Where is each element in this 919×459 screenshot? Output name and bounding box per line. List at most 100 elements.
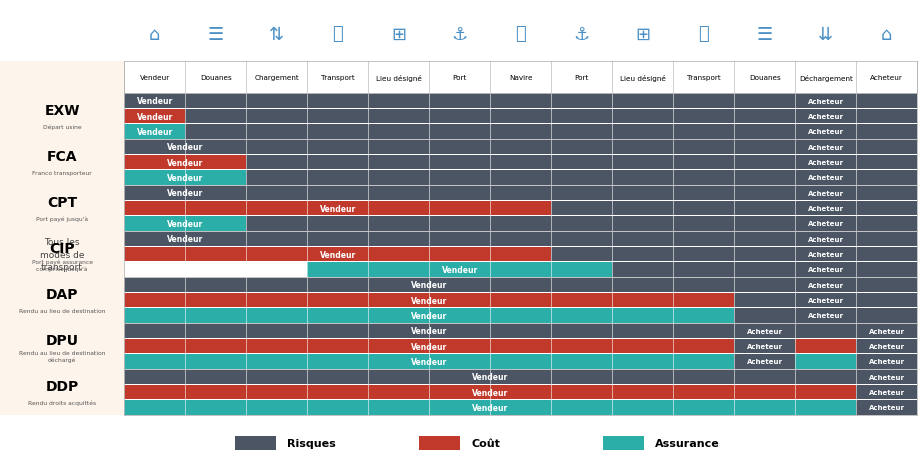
FancyBboxPatch shape (124, 94, 185, 109)
Text: EXW: EXW (44, 104, 80, 118)
FancyBboxPatch shape (733, 217, 916, 231)
FancyBboxPatch shape (418, 436, 460, 450)
Text: Vendeur: Vendeur (441, 265, 477, 274)
Text: Rendu au lieu de destination: Rendu au lieu de destination (18, 308, 106, 313)
Text: Vendeur: Vendeur (411, 357, 447, 366)
Text: ⊞: ⊞ (634, 25, 650, 44)
FancyBboxPatch shape (246, 156, 733, 170)
FancyBboxPatch shape (733, 125, 916, 140)
Text: Rendu au lieu de destination
déchargé: Rendu au lieu de destination déchargé (18, 351, 106, 363)
FancyBboxPatch shape (733, 202, 916, 216)
Text: Acheteur: Acheteur (807, 252, 843, 257)
Text: Vendeur: Vendeur (411, 280, 447, 290)
Text: Douanes: Douanes (748, 75, 779, 81)
FancyBboxPatch shape (733, 324, 794, 338)
Text: Vendeur: Vendeur (411, 296, 447, 305)
Text: Acheteur: Acheteur (868, 328, 903, 334)
Text: Acheteur: Acheteur (868, 389, 903, 395)
Text: Assurance: Assurance (654, 438, 719, 448)
Text: ⌂: ⌂ (149, 25, 160, 44)
Text: Acheteur: Acheteur (807, 129, 843, 135)
Text: Douanes: Douanes (199, 75, 232, 81)
Text: FCA: FCA (47, 150, 77, 163)
Text: Vendeur: Vendeur (136, 128, 173, 137)
FancyBboxPatch shape (733, 156, 916, 170)
FancyBboxPatch shape (733, 263, 916, 277)
FancyBboxPatch shape (234, 436, 276, 450)
Text: 🚚: 🚚 (698, 25, 709, 44)
FancyBboxPatch shape (124, 232, 916, 278)
Text: Vendeur: Vendeur (136, 97, 173, 106)
Text: Vendeur: Vendeur (411, 326, 447, 336)
FancyBboxPatch shape (246, 140, 733, 155)
FancyBboxPatch shape (124, 217, 246, 231)
FancyBboxPatch shape (124, 369, 916, 415)
Text: Acheteur: Acheteur (807, 282, 843, 288)
FancyBboxPatch shape (733, 247, 916, 262)
Text: Acheteur: Acheteur (868, 374, 903, 380)
FancyBboxPatch shape (124, 156, 246, 170)
Text: ⚓: ⚓ (573, 25, 589, 44)
Text: Départ usine: Départ usine (43, 124, 81, 130)
Text: Acheteur: Acheteur (807, 297, 843, 303)
FancyBboxPatch shape (733, 94, 916, 109)
Text: Vendeur: Vendeur (140, 75, 170, 81)
FancyBboxPatch shape (856, 370, 916, 384)
FancyBboxPatch shape (856, 324, 916, 338)
Text: Rendu droits acquittés: Rendu droits acquittés (28, 400, 96, 405)
FancyBboxPatch shape (246, 232, 733, 246)
Text: Transport: Transport (686, 75, 720, 81)
FancyBboxPatch shape (856, 385, 916, 399)
FancyBboxPatch shape (124, 278, 733, 292)
Text: Acheteur: Acheteur (807, 160, 843, 166)
Text: Tous les
modes de
transport: Tous les modes de transport (40, 238, 85, 272)
FancyBboxPatch shape (246, 186, 733, 201)
Text: Vendeur: Vendeur (319, 204, 356, 213)
FancyBboxPatch shape (0, 62, 124, 415)
FancyBboxPatch shape (856, 354, 916, 369)
FancyBboxPatch shape (124, 274, 916, 278)
Text: Vendeur: Vendeur (167, 174, 203, 183)
FancyBboxPatch shape (733, 232, 916, 246)
Text: Transport: Transport (321, 75, 354, 81)
FancyBboxPatch shape (124, 232, 246, 246)
Text: Acheteur: Acheteur (807, 190, 843, 196)
Text: Port payé jusqu'à: Port payé jusqu'à (36, 216, 88, 222)
Text: Risques: Risques (287, 438, 335, 448)
Text: Acheteur: Acheteur (868, 358, 903, 364)
FancyBboxPatch shape (602, 436, 643, 450)
FancyBboxPatch shape (124, 400, 856, 415)
FancyBboxPatch shape (124, 110, 185, 124)
Text: DAP: DAP (46, 287, 78, 301)
Text: Acheteur: Acheteur (807, 175, 843, 181)
FancyBboxPatch shape (307, 263, 611, 277)
FancyBboxPatch shape (611, 263, 733, 277)
Text: Vendeur: Vendeur (471, 403, 508, 412)
FancyBboxPatch shape (856, 339, 916, 353)
FancyBboxPatch shape (124, 140, 246, 155)
FancyBboxPatch shape (733, 308, 916, 323)
FancyBboxPatch shape (124, 366, 916, 369)
FancyBboxPatch shape (124, 202, 550, 216)
FancyBboxPatch shape (124, 308, 733, 323)
FancyBboxPatch shape (550, 202, 733, 216)
FancyBboxPatch shape (124, 183, 916, 186)
FancyBboxPatch shape (856, 400, 916, 415)
FancyBboxPatch shape (124, 354, 733, 369)
FancyBboxPatch shape (733, 354, 794, 369)
FancyBboxPatch shape (124, 263, 307, 277)
Text: CIP: CIP (50, 241, 74, 255)
FancyBboxPatch shape (185, 125, 733, 140)
FancyBboxPatch shape (124, 247, 550, 262)
Text: Franco transporteur: Franco transporteur (32, 171, 92, 175)
Text: Port: Port (452, 75, 467, 81)
Text: Acheteur: Acheteur (807, 206, 843, 212)
Text: Acheteur: Acheteur (807, 267, 843, 273)
Text: ⊞: ⊞ (391, 25, 406, 44)
Text: Lieu désigné: Lieu désigné (375, 74, 421, 82)
FancyBboxPatch shape (124, 137, 916, 140)
Text: Acheteur: Acheteur (807, 114, 843, 120)
Text: Port: Port (573, 75, 588, 81)
FancyBboxPatch shape (124, 370, 856, 384)
FancyBboxPatch shape (246, 217, 733, 231)
